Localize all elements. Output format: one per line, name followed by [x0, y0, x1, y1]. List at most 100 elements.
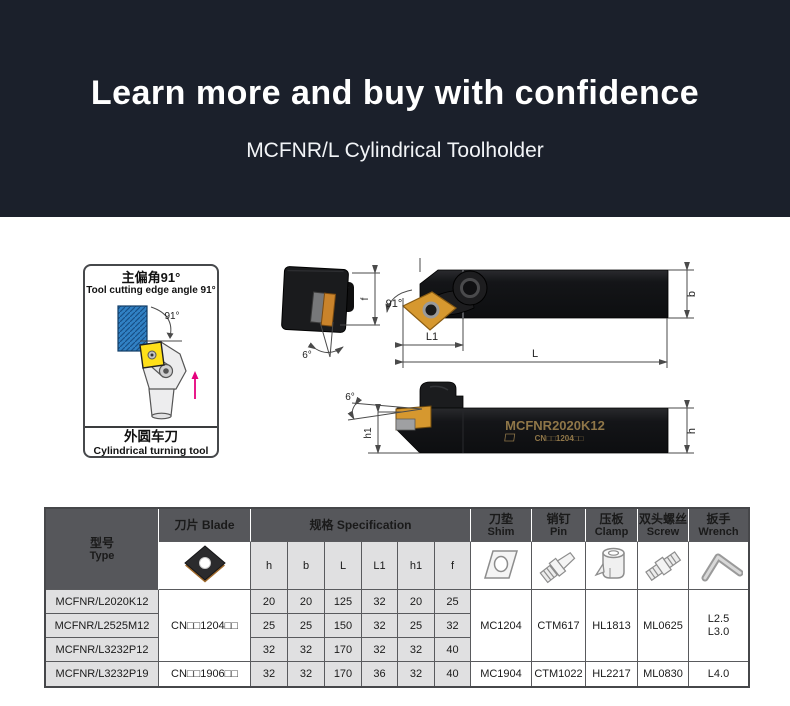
- col-header-spec: 规格 Specification: [251, 509, 471, 542]
- dim-h-label: h: [686, 428, 698, 434]
- subcol-L1: L1: [362, 542, 398, 590]
- specification-table: 型号 Type 刀片 Blade 规格 Specification 刀垫 Shim…: [44, 507, 750, 688]
- col-header-screw: 双头螺丝 Screw: [638, 509, 689, 542]
- cell-h1: 32: [398, 638, 435, 662]
- cell-blade-group1: CN□□1204□□: [159, 590, 251, 662]
- cell-h: 32: [251, 638, 288, 662]
- cell-L1: 32: [362, 614, 398, 638]
- cell-L1: 32: [362, 638, 398, 662]
- cell-clamp-group1: HL1813: [586, 590, 638, 662]
- holder-marking-insert: CN□□1204□□: [535, 434, 584, 443]
- dim-L-label: L: [532, 348, 538, 360]
- cell-type: MCFNR/L3232P12: [46, 638, 159, 662]
- angle-91-label: 91°: [164, 311, 179, 322]
- page-title: Learn more and buy with confidence: [90, 74, 700, 112]
- cell-h: 20: [251, 590, 288, 614]
- holder-marking-symbol: [504, 433, 516, 442]
- dim-h1-label: h1: [363, 427, 374, 439]
- cell-L: 125: [325, 590, 362, 614]
- cell-type: MCFNR/L2525M12: [46, 614, 159, 638]
- holder-marking-model: MCFNR2020K12: [505, 418, 605, 433]
- cell-L: 150: [325, 614, 362, 638]
- clamp-image-cell: [586, 542, 638, 590]
- cell-h: 25: [251, 614, 288, 638]
- cell-shim-group1: MC1204: [471, 590, 532, 662]
- pin-image-cell: [532, 542, 586, 590]
- end-view-angle-label: 6°: [302, 350, 312, 361]
- side-view-angle-label: 6°: [345, 392, 355, 403]
- dim-L: L: [395, 318, 668, 368]
- col-header-blade: 刀片 Blade: [159, 509, 251, 542]
- clamp-side: [419, 381, 464, 410]
- cell-b: 32: [288, 662, 325, 686]
- cell-b: 20: [288, 590, 325, 614]
- cell-h: 32: [251, 662, 288, 686]
- col-header-pin: 销钉 Pin: [532, 509, 586, 542]
- top-view: 91°: [385, 258, 669, 331]
- workpiece-rect: [117, 305, 148, 352]
- cell-L: 170: [325, 662, 362, 686]
- wrench-icon: [701, 553, 743, 582]
- col-header-wrench: 扳手 Wrench: [689, 509, 748, 542]
- cell-b: 32: [288, 638, 325, 662]
- blade-insert-image-cell: [159, 542, 251, 590]
- screw-image-cell: [638, 542, 689, 590]
- toolholder-side-view-drawing: MCFNR2020K12 CN□□1204□□ 6° h1 h: [345, 381, 698, 454]
- cell-screw-group2: ML0830: [638, 662, 689, 686]
- cell-h1: 20: [398, 590, 435, 614]
- cell-f: 25: [435, 590, 471, 614]
- cell-type: MCFNR/L2020K12: [46, 590, 159, 614]
- dim-h1: h1: [363, 404, 420, 454]
- cell-wrench-group2: L4.0: [689, 662, 748, 686]
- subcol-h1: h1: [398, 542, 435, 590]
- cylindrical-turning-tool-drawing: 91°: [117, 305, 199, 420]
- cell-shim-group2: MC1904: [471, 662, 532, 686]
- cell-b: 25: [288, 614, 325, 638]
- cell-f: 32: [435, 614, 471, 638]
- table-row: MCFNR/L2525M12 25 25 150 32 25 32: [46, 614, 748, 638]
- page-subtitle: MCFNR/L Cylindrical Toolholder: [246, 139, 544, 162]
- cell-blade-group2: CN□□1906□□: [159, 662, 251, 686]
- cutting-angle-diagram-box: 主偏角91° Tool cutting edge angle 91° 91°: [83, 264, 219, 458]
- blade-insert-icon: [183, 545, 226, 583]
- dim-L1-label: L1: [426, 331, 438, 343]
- insert-end-gold: [320, 292, 337, 327]
- toolholder-top-view-drawing: 6° f 91° L1 L b: [281, 258, 698, 368]
- diagram-title-en: Tool cutting edge angle 91°: [86, 285, 216, 296]
- dim-b: b: [668, 262, 698, 319]
- pin-icon: [538, 551, 575, 584]
- cell-f: 40: [435, 638, 471, 662]
- dim-L1: L1: [395, 298, 464, 368]
- cell-pin-group2: CTM1022: [532, 662, 586, 686]
- dim-b-label: b: [686, 291, 698, 297]
- cell-h1: 25: [398, 614, 435, 638]
- table-row: MCFNR/L3232P19 CN□□1906□□ 32 32 170 36 3…: [46, 662, 748, 686]
- subcol-f: f: [435, 542, 471, 590]
- col-header-shim: 刀垫 Shim: [471, 509, 532, 542]
- hero-banner: Learn more and buy with confidence MCFNR…: [0, 0, 790, 217]
- subcol-h: h: [251, 542, 288, 590]
- top-view-angle-label: 91°: [386, 298, 403, 310]
- shim-image-cell: [471, 542, 532, 590]
- side-view: MCFNR2020K12 CN□□1204□□ 6°: [345, 381, 669, 454]
- screw-icon: [645, 551, 682, 582]
- cell-pin-group1: CTM617: [532, 590, 586, 662]
- cell-f: 40: [435, 662, 471, 686]
- subcol-L: L: [325, 542, 362, 590]
- tool-shank: [148, 388, 175, 417]
- subcol-b: b: [288, 542, 325, 590]
- shim-icon: [483, 550, 519, 579]
- diagram-caption-en: Cylindrical turning tool: [93, 445, 209, 457]
- clamp-icon: [593, 547, 625, 579]
- cell-L1: 32: [362, 590, 398, 614]
- col-header-clamp: 压板 Clamp: [586, 509, 638, 542]
- table-row: MCFNR/L2020K12 CN□□1204□□ 20 20 125 32 2…: [46, 590, 748, 662]
- cell-type: MCFNR/L3232P19: [46, 662, 159, 686]
- clamp-boss: [460, 278, 480, 298]
- dim-f: f: [340, 265, 380, 326]
- diagram-title-zh: 主偏角91°: [121, 270, 181, 285]
- cell-wrench-group1: L2.5 L3.0: [689, 590, 748, 662]
- cell-h1: 32: [398, 662, 435, 686]
- col-header-type: 型号 Type: [46, 509, 159, 590]
- end-view: 6°: [281, 266, 354, 361]
